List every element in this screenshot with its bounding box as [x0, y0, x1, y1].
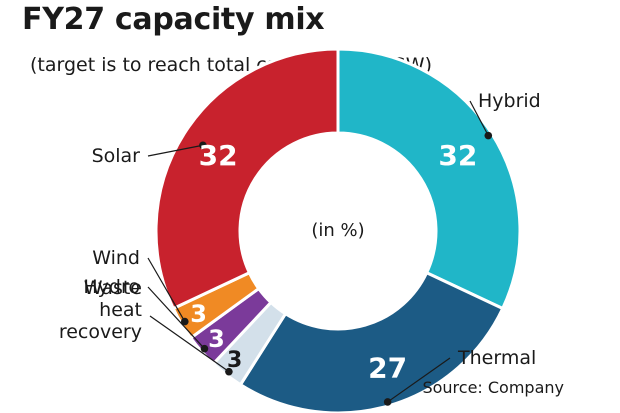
value-label-solar: 32 — [199, 139, 238, 172]
slice-solar — [154, 47, 340, 311]
source-note: Source: Company — [422, 378, 564, 397]
leader-dot-hydro — [200, 344, 209, 353]
leader-dot-thermal — [383, 398, 392, 406]
value-label-wind: 3 — [190, 300, 207, 328]
category-label-hybrid: Hybrid — [478, 90, 541, 112]
leader-dot-waste-heat-recovery — [225, 367, 233, 376]
value-labels: 32 27 333 32 — [190, 139, 477, 384]
leader-lines — [147, 100, 493, 406]
slice-hybrid — [336, 47, 522, 311]
leader-dot-solar — [199, 141, 207, 150]
leader-dot-wind — [180, 317, 189, 326]
leader-line-waste-heat-recovery — [149, 315, 230, 373]
category-label-wind: Wind — [92, 247, 140, 269]
center-label: (in %) — [311, 220, 364, 241]
leader-line-thermal — [387, 357, 451, 403]
leader-line-hybrid — [469, 100, 489, 136]
leader-line-solar — [147, 144, 204, 157]
category-label-hydro: Hydro — [83, 276, 140, 298]
value-label-hybrid: 32 — [438, 139, 477, 172]
category-label-waste-heat-recovery: Waste heat recovery — [59, 277, 142, 343]
chart-title: FY27 capacity mix — [22, 2, 325, 37]
value-label-hydro: 3 — [208, 325, 225, 353]
value-label-waste-heat-recovery: 3 — [227, 348, 242, 373]
category-label-thermal: Thermal — [457, 347, 536, 369]
leader-line-wind — [147, 257, 186, 322]
value-label-thermal: 27 — [368, 351, 407, 384]
slice-thermal — [238, 270, 505, 413]
leader-line-hydro — [147, 286, 205, 350]
leader-dot-hybrid — [484, 131, 493, 140]
category-label-solar: Solar — [92, 145, 141, 167]
